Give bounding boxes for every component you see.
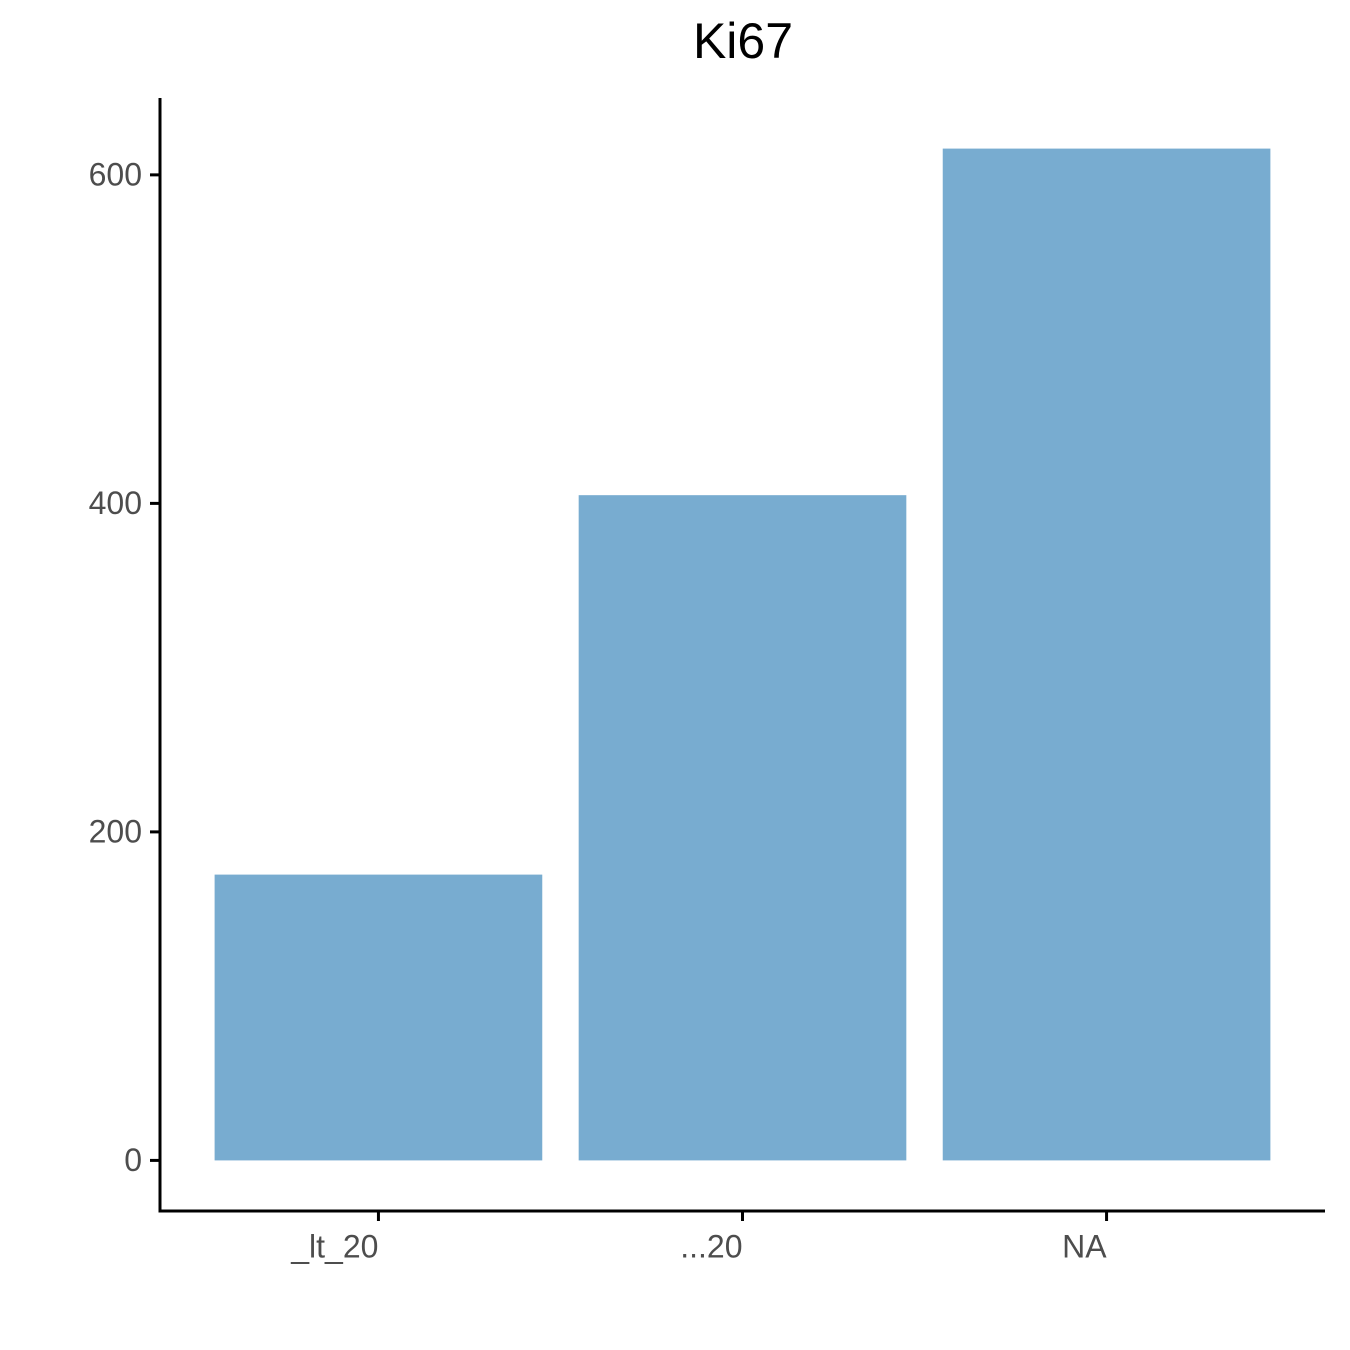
x-tick-label: ...20: [680, 1228, 742, 1264]
x-tick-label: _lt_20: [290, 1228, 378, 1264]
y-tick-label: 400: [89, 485, 142, 521]
bar: [942, 148, 1271, 1161]
x-tick-label: NA: [1062, 1228, 1107, 1264]
y-tick-label: 200: [89, 813, 142, 849]
y-tick-label: 600: [89, 156, 142, 192]
bar: [578, 495, 907, 1161]
y-tick-label: 0: [124, 1142, 142, 1178]
bar: [214, 874, 543, 1161]
chart-title: Ki67: [693, 13, 793, 69]
